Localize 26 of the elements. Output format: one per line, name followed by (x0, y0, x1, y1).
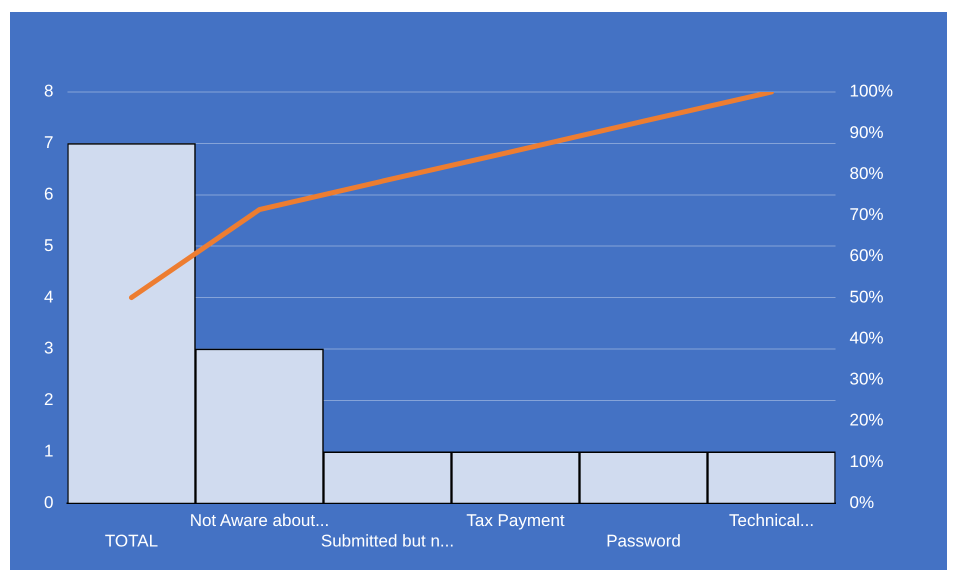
y2-tick-label: 20% (850, 410, 884, 430)
y-tick-label: 1 (44, 441, 54, 460)
y2-tick-label: 50% (850, 287, 884, 306)
y2-tick-label: 10% (850, 452, 884, 471)
x-tick-label: Password (606, 531, 681, 550)
y-tick-label: 2 (44, 390, 54, 410)
y-tick-label: 7 (44, 133, 54, 152)
y2-tick-label: 0% (850, 492, 874, 512)
y2-tick-label: 100% (850, 82, 894, 101)
y-tick-label: 5 (44, 236, 54, 255)
y2-tick-label: 70% (850, 205, 884, 224)
x-tick-label: TOTAL (104, 531, 158, 550)
y-tick-label: 8 (44, 82, 54, 101)
y-tick-label: 3 (44, 338, 54, 358)
y2-tick-label: 60% (850, 246, 884, 266)
y2-tick-label: 90% (850, 122, 884, 142)
x-tick-label: Technical... (728, 511, 814, 530)
x-tick-label: Submitted but n... (320, 531, 454, 550)
y-tick-label: 4 (44, 287, 54, 306)
y2-tick-label: 80% (850, 164, 884, 183)
y2-tick-label: 30% (850, 370, 884, 389)
x-tick-label: Not Aware about... (190, 511, 330, 530)
x-tick-label: Tax Payment (466, 511, 565, 530)
y2-tick-label: 40% (850, 328, 884, 348)
y-tick-label: 6 (44, 184, 54, 204)
y-tick-label: 0 (44, 492, 54, 512)
